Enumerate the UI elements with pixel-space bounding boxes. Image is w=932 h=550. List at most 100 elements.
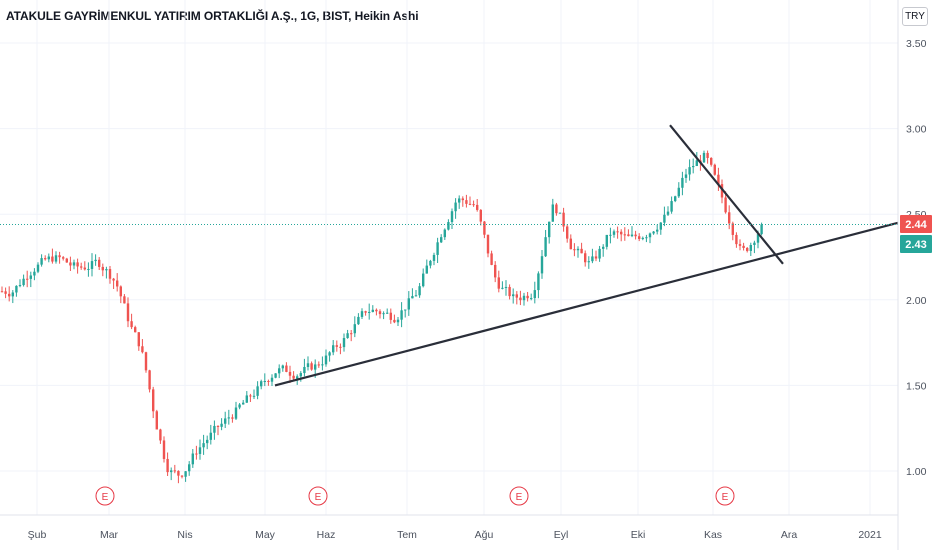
candle-up (512, 294, 515, 297)
earnings-marker[interactable] (715, 486, 735, 506)
trendline[interactable] (274, 221, 899, 387)
candle-up (530, 298, 533, 300)
candle-up (170, 470, 173, 473)
candle-down (310, 363, 313, 370)
candle-up (422, 273, 425, 287)
candle-down (710, 157, 713, 165)
candle-down (562, 212, 565, 227)
candle-up (429, 260, 432, 266)
candle-up (447, 222, 450, 230)
candle-down (144, 352, 148, 371)
candle-down (728, 212, 731, 224)
candle-down (476, 204, 479, 210)
candle-up (692, 166, 695, 168)
candle-up (202, 443, 205, 448)
y-tick-label: 1.00 (906, 466, 927, 478)
candle-up (558, 212, 562, 214)
candle-up (540, 256, 544, 274)
candle-down (155, 411, 158, 430)
x-tick-label: Mar (100, 529, 119, 541)
candle-up (281, 365, 284, 369)
candle-up (224, 418, 227, 424)
candle-up (346, 333, 349, 339)
candle-up (677, 187, 680, 197)
candle-down (483, 221, 486, 235)
candle-down (742, 245, 745, 248)
earnings-marker[interactable] (509, 486, 529, 506)
candle-up (436, 242, 439, 255)
candle-down (80, 266, 83, 268)
candle-down (706, 152, 709, 158)
candle-up (40, 258, 43, 265)
candle-up (371, 309, 374, 312)
x-tick-label: Şub (28, 529, 47, 541)
candle-down (472, 204, 475, 206)
x-tick-label: Tem (397, 529, 417, 541)
candle-down (569, 238, 572, 250)
trendline[interactable] (669, 124, 784, 265)
candle-up (198, 447, 202, 454)
time-axis[interactable]: Şub Mar Nis May Haz Tem Ağu Eyl Eki Kas Ara 2021 (28, 529, 882, 541)
candle-up (432, 254, 436, 261)
candle-up (749, 245, 752, 251)
candles (0, 150, 763, 484)
candle-down (584, 253, 587, 263)
price-badges: 2.44 2.43 (900, 215, 932, 253)
candle-up (47, 256, 50, 260)
candle-up (753, 242, 756, 246)
candle-up (591, 256, 594, 262)
candle-up (576, 248, 580, 251)
candle-up (332, 345, 335, 353)
candle-up (360, 311, 364, 317)
earnings-marker[interactable] (308, 486, 328, 506)
candle-up (681, 177, 684, 188)
candle-up (404, 309, 407, 311)
candle-down (62, 257, 65, 259)
candle-down (335, 345, 338, 347)
candle-up (252, 395, 256, 397)
candle-down (580, 248, 583, 254)
candle-down (616, 231, 619, 233)
candle-up (537, 273, 540, 291)
candle-down (285, 365, 288, 372)
candle-up (206, 439, 209, 444)
candle-down (51, 256, 54, 262)
candle-down (497, 277, 500, 289)
candle-up (18, 285, 22, 287)
candle-down (490, 253, 493, 265)
candle-up (602, 246, 605, 249)
candle-down (126, 303, 130, 322)
candle-down (288, 371, 292, 376)
candle-up (598, 248, 601, 259)
candle-up (242, 402, 245, 405)
candle-down (479, 209, 482, 222)
candle-down (465, 200, 468, 204)
candle-up (648, 233, 652, 238)
candle-up (191, 453, 194, 465)
candle-up (15, 285, 18, 293)
x-tick-label: Kas (704, 529, 722, 541)
y-tick-label: 2.00 (906, 295, 927, 307)
candle-up (659, 222, 662, 230)
candle-down (731, 223, 734, 235)
price-axis[interactable]: 3.503.002.502.001.501.00 (906, 38, 927, 478)
candle-down (44, 258, 47, 260)
candle-down (119, 286, 122, 297)
candle-down (69, 262, 72, 266)
candle-down (378, 311, 382, 315)
x-tick-label: Haz (317, 529, 336, 541)
candle-down (216, 425, 220, 427)
candle-up (386, 312, 389, 314)
candle-up (274, 373, 277, 378)
candle-up (684, 174, 688, 178)
candle-up (299, 373, 302, 377)
candle-down (173, 470, 176, 472)
candle-down (350, 333, 353, 335)
currency-button[interactable]: TRY (902, 7, 928, 26)
candle-up (353, 324, 356, 334)
price-badge-label: 2.43 (905, 239, 926, 251)
candle-down (292, 375, 295, 379)
earnings-marker[interactable] (95, 486, 115, 506)
